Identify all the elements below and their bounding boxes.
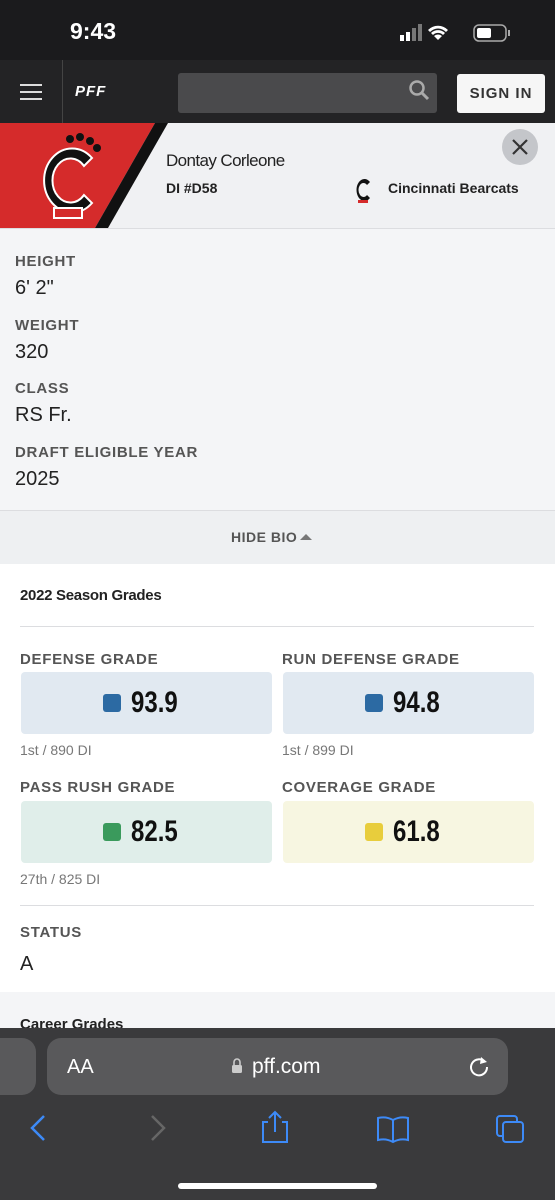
team-banner xyxy=(0,123,168,228)
player-header: Dontay Corleone DI #D58 Cincinnati Bearc… xyxy=(0,123,555,229)
toolbar xyxy=(30,1110,524,1144)
grade-value: 94.8 xyxy=(393,686,440,719)
bio-value: RS Fr. xyxy=(15,404,72,426)
bio-value: 6' 2" xyxy=(15,277,54,299)
close-button[interactable] xyxy=(502,129,538,165)
reload-icon[interactable] xyxy=(467,1054,491,1078)
grade-box: 94.8 xyxy=(283,672,534,734)
grade-box: 93.9 xyxy=(21,672,272,734)
caret-up xyxy=(300,534,312,540)
grade-swatch xyxy=(365,823,383,841)
grade-box: 82.5 xyxy=(21,801,272,863)
divider xyxy=(62,60,63,123)
divider xyxy=(20,626,534,627)
bio-value: 320 xyxy=(15,341,49,363)
grade-value: 61.8 xyxy=(393,815,440,848)
forward-button[interactable] xyxy=(151,1115,166,1141)
search-box[interactable] xyxy=(178,73,437,113)
nav-bar: PFF SIGN IN xyxy=(0,60,555,123)
browser-bar: AA pff.com xyxy=(0,1028,555,1200)
grade-rank: 1st / 890 DI xyxy=(20,742,92,758)
team-icon xyxy=(356,179,370,203)
status-value: A xyxy=(20,953,34,975)
lock-icon xyxy=(232,1058,242,1073)
share-button[interactable] xyxy=(262,1110,288,1143)
bio-toggle-text: HIDE BIO xyxy=(231,529,298,545)
bio-label: DRAFT ELIGIBLE YEAR xyxy=(15,444,199,461)
bio-label: HEIGHT xyxy=(15,253,76,270)
grade-rank: 27th / 825 DI xyxy=(20,871,101,887)
clock: 9:43 xyxy=(70,18,117,44)
player-name: Dontay Corleone xyxy=(166,151,285,170)
grade-swatch xyxy=(365,694,383,712)
status-bar: 9:43 xyxy=(0,0,555,60)
grade-rank: 1st / 899 DI xyxy=(282,742,354,758)
bookmarks-button[interactable] xyxy=(377,1116,409,1144)
sign-in-button[interactable]: SIGN IN xyxy=(457,74,545,113)
bio-value: 2025 xyxy=(15,468,60,490)
status-icons xyxy=(400,24,510,42)
divider xyxy=(20,905,534,906)
bio-toggle[interactable]: HIDE BIO xyxy=(0,510,555,565)
grade-box: 61.8 xyxy=(283,801,534,863)
url: pff.com xyxy=(252,1055,321,1078)
menu-icon[interactable] xyxy=(20,84,42,100)
grade-label: COVERAGE GRADE xyxy=(282,779,436,796)
text-size-button[interactable]: AA xyxy=(67,1056,94,1078)
logo[interactable]: PFF xyxy=(75,83,107,100)
grade-label: RUN DEFENSE GRADE xyxy=(282,651,460,668)
back-button[interactable] xyxy=(30,1115,45,1141)
tabs-button[interactable] xyxy=(496,1115,524,1143)
grades-title: 2022 Season Grades xyxy=(20,587,162,604)
bio-label: CLASS xyxy=(15,380,70,397)
grade-swatch xyxy=(103,823,121,841)
home-indicator xyxy=(178,1183,377,1189)
team-name: Cincinnati Bearcats xyxy=(388,180,519,196)
search-icon xyxy=(409,80,430,101)
status-label: STATUS xyxy=(20,924,82,941)
player-position: DI #D58 xyxy=(166,180,218,196)
grade-swatch xyxy=(103,694,121,712)
bio-label: WEIGHT xyxy=(15,317,80,334)
grades-card: 2022 Season Grades DEFENSE GRADE 93.9 1s… xyxy=(0,564,555,992)
grade-label: PASS RUSH GRADE xyxy=(20,779,176,796)
grade-label: DEFENSE GRADE xyxy=(20,651,159,668)
grade-value: 93.9 xyxy=(131,686,178,719)
grade-value: 82.5 xyxy=(131,815,178,848)
address-bar[interactable]: AA pff.com xyxy=(47,1038,508,1095)
tab-pill[interactable] xyxy=(0,1038,36,1095)
